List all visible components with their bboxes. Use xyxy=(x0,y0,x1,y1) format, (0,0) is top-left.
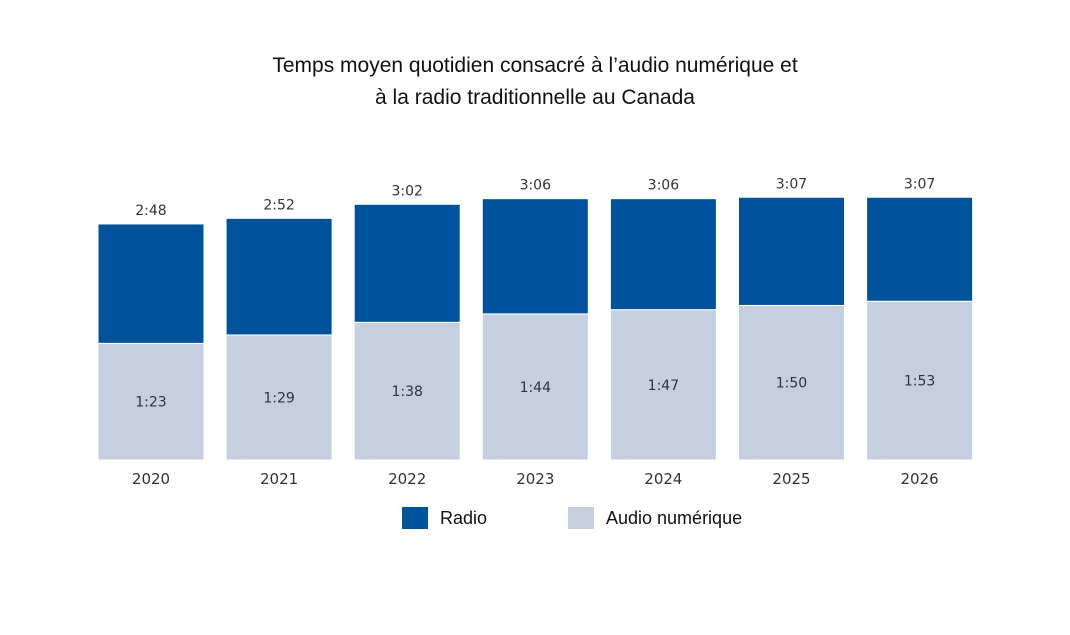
data-label-total-2025: 3:07 xyxy=(776,176,807,192)
legend-item-audio: Audio numérique xyxy=(568,507,742,529)
bar-radio-2020 xyxy=(97,223,205,344)
legend-item-radio: Radio xyxy=(402,507,487,529)
bar-radio-2021 xyxy=(225,217,333,336)
x-tick-label-2022: 2022 xyxy=(388,470,426,488)
data-label-audio-2026: 1:53 xyxy=(904,374,935,390)
data-label-total-2024: 3:06 xyxy=(648,178,680,194)
x-tick-label-2024: 2024 xyxy=(644,470,682,488)
bar-audio-2020 xyxy=(97,342,205,461)
legend-swatch-radio xyxy=(402,507,428,529)
x-tick-label-2026: 2026 xyxy=(901,470,939,488)
data-label-total-2020: 2:48 xyxy=(135,203,166,219)
chart-title-line-1: Temps moyen quotidien consacré à l’audio… xyxy=(272,54,798,77)
x-tick-label-2021: 2021 xyxy=(260,470,298,488)
chart-title-line-2: à la radio traditionnelle au Canada xyxy=(375,86,695,109)
data-label-total-2026: 3:07 xyxy=(904,176,935,192)
bar-radio-2023 xyxy=(481,198,589,315)
data-label-total-2022: 3:02 xyxy=(391,183,422,199)
bar-audio-2026 xyxy=(866,300,974,461)
data-label-audio-2022: 1:38 xyxy=(391,384,422,400)
chart-title: Temps moyen quotidien consacré à l’audio… xyxy=(0,50,1070,114)
bar-audio-2023 xyxy=(481,313,589,461)
data-label-total-2023: 3:06 xyxy=(520,178,552,194)
data-label-audio-2023: 1:44 xyxy=(520,380,552,396)
data-label-audio-2021: 1:29 xyxy=(263,390,294,406)
data-label-total-2021: 2:52 xyxy=(263,197,294,213)
bar-audio-2022 xyxy=(353,321,461,461)
bar-radio-2022 xyxy=(353,203,461,323)
x-tick-label-2025: 2025 xyxy=(772,470,810,488)
x-tick-label-2023: 2023 xyxy=(516,470,554,488)
legend-label-radio: Radio xyxy=(440,507,488,528)
chart-legend: Radio Audio numérique xyxy=(0,507,1070,537)
legend-swatch-audio xyxy=(568,507,594,529)
data-label-audio-2020: 1:23 xyxy=(135,395,166,411)
x-tick-label-2020: 2020 xyxy=(132,470,170,488)
bar-radio-2024 xyxy=(609,198,717,311)
legend-label-audio: Audio numérique xyxy=(606,507,743,528)
data-label-audio-2025: 1:50 xyxy=(776,376,807,392)
bar-audio-2021 xyxy=(225,334,333,461)
data-label-audio-2024: 1:47 xyxy=(648,378,679,394)
bar-radio-2026 xyxy=(866,196,974,302)
bar-radio-2025 xyxy=(738,196,845,306)
